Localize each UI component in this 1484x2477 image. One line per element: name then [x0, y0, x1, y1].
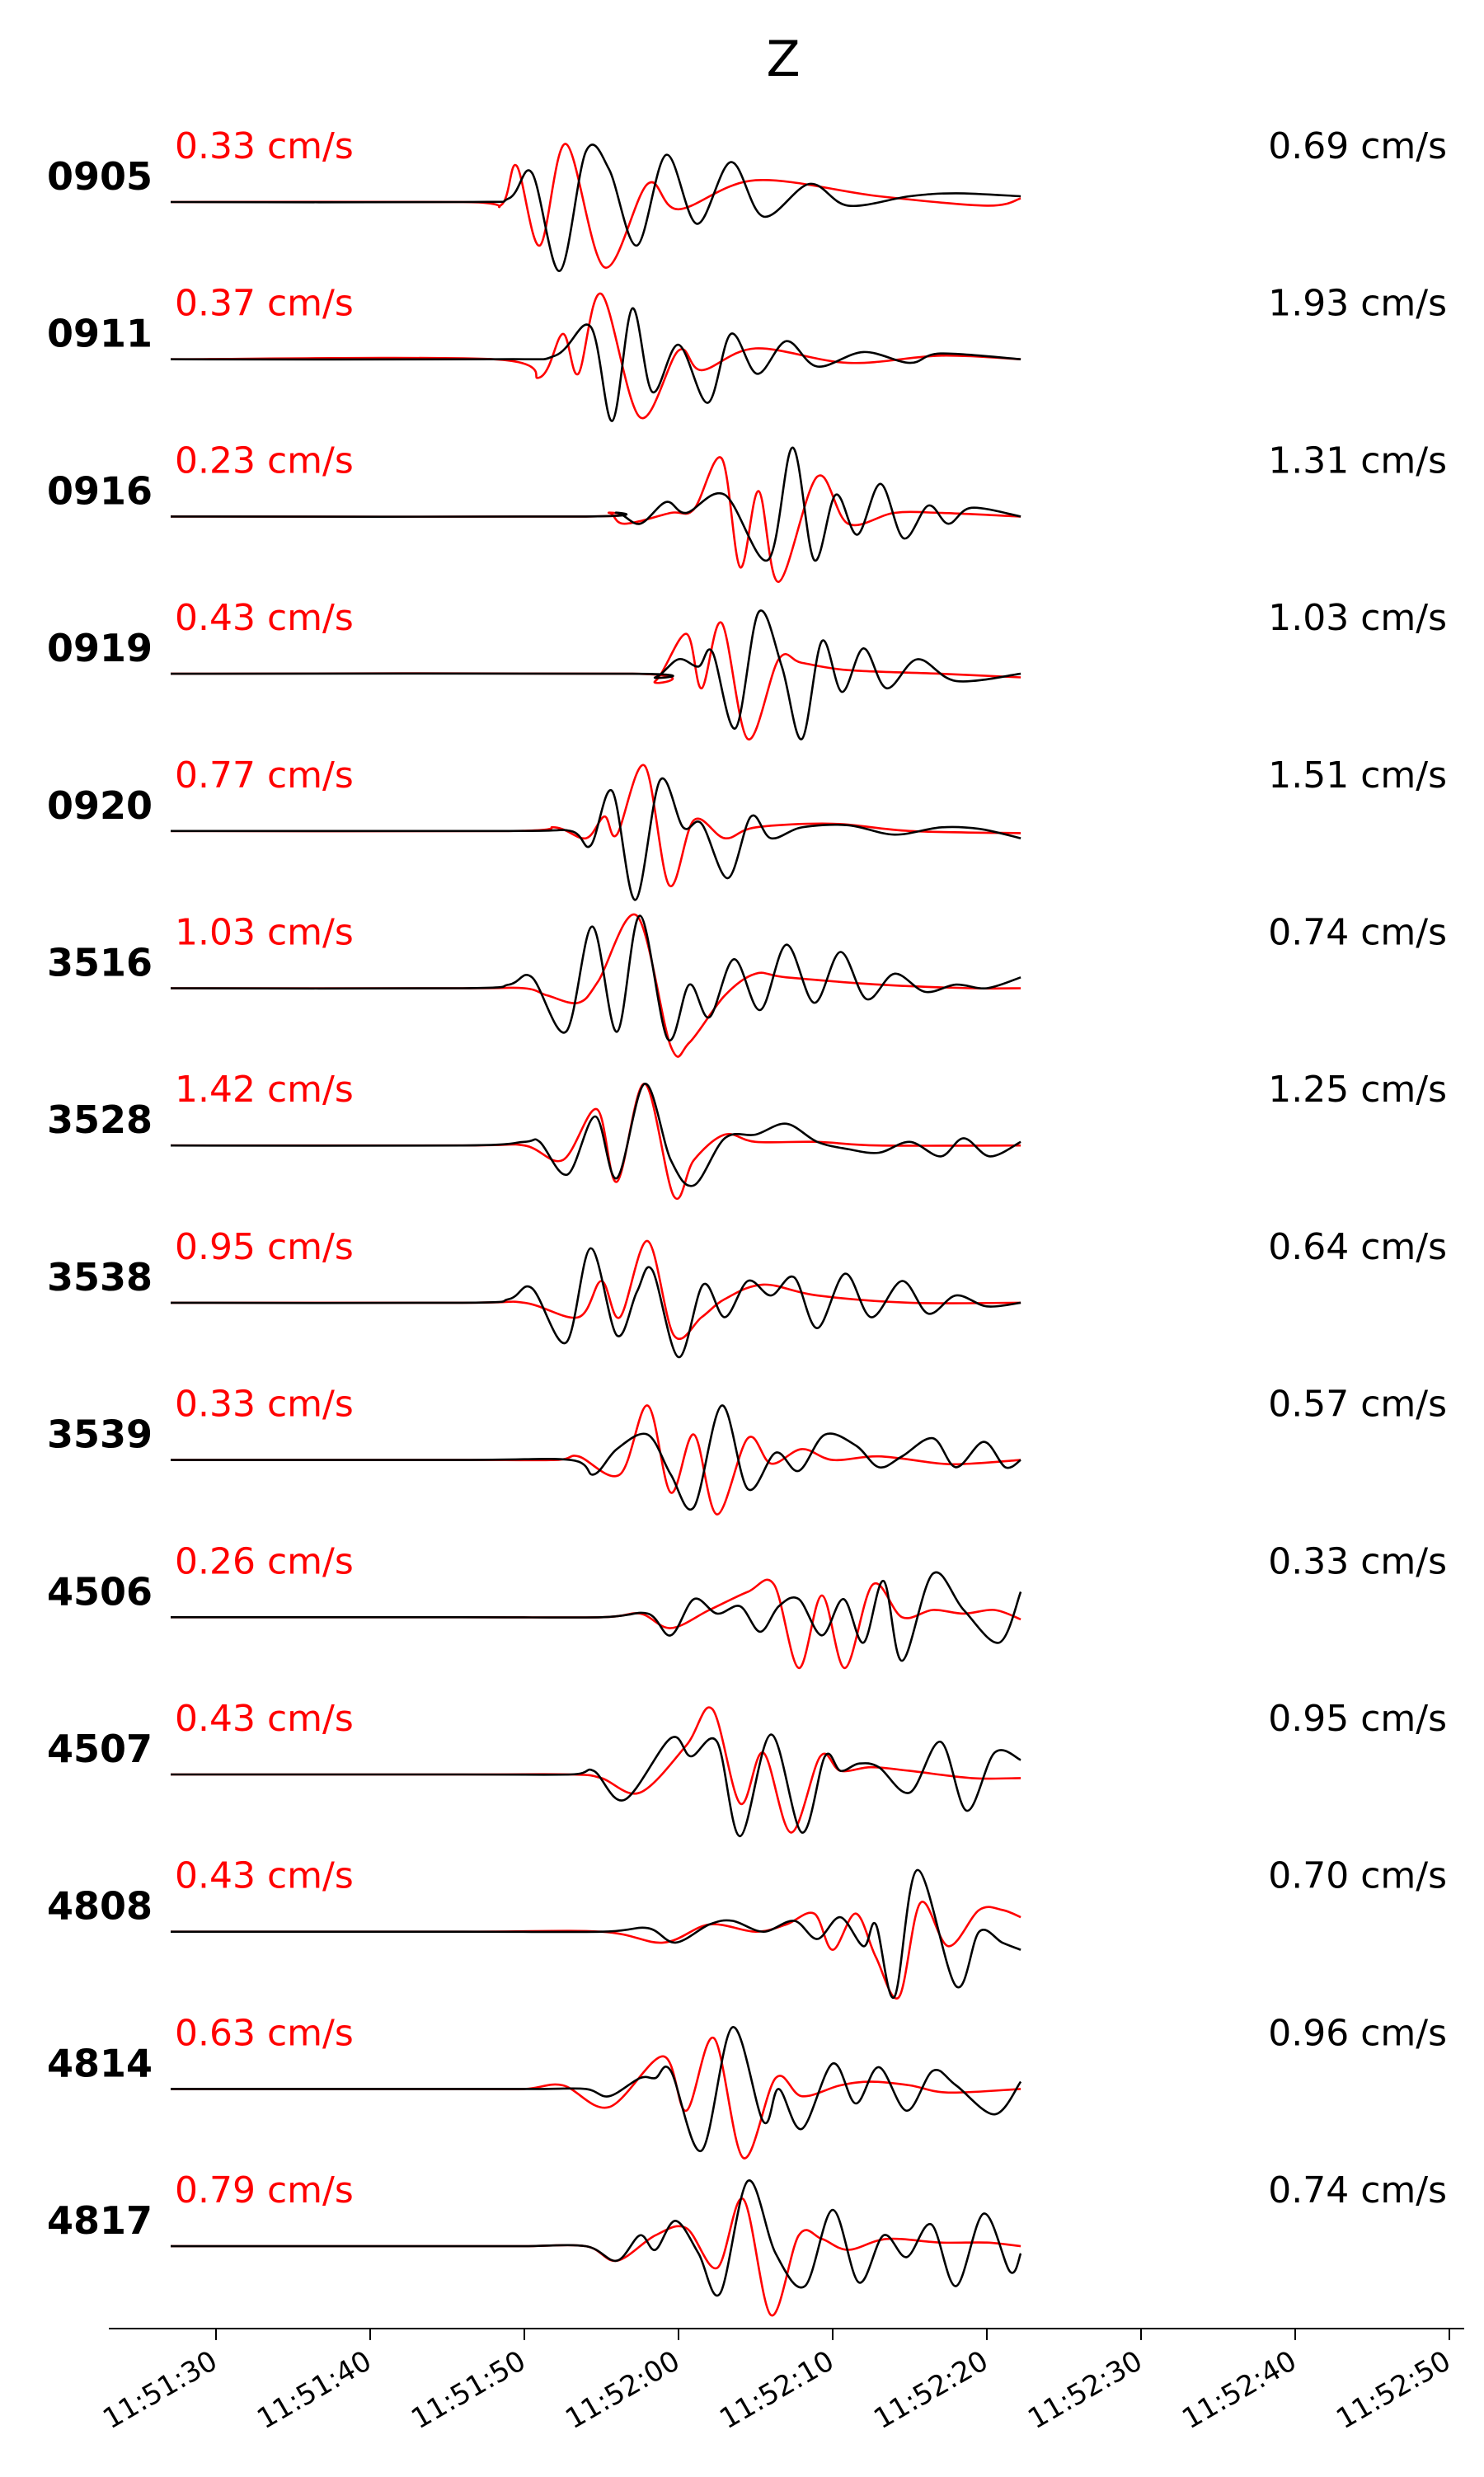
trace-group-0905: 0905 0.33 cm/s 0.69 cm/s: [47, 125, 1447, 272]
red-amplitude-label: 0.77 cm/s: [175, 754, 354, 797]
black-trace-line: [170, 446, 1021, 562]
station-label: 4817: [47, 2198, 153, 2243]
red-amplitude-label: 0.33 cm/s: [175, 1384, 354, 1426]
x-tick-label: 11:52:20: [868, 2344, 993, 2436]
station-label: 0920: [47, 783, 153, 828]
red-amplitude-label: 0.79 cm/s: [175, 2169, 354, 2211]
x-tick-label: 11:51:40: [251, 2344, 377, 2436]
x-tick-label: 11:52:50: [1331, 2344, 1456, 2436]
black-amplitude-label: 0.74 cm/s: [1268, 912, 1447, 954]
trace-group-3528: 3528 1.42 cm/s 1.25 cm/s: [47, 1069, 1447, 1200]
black-amplitude-label: 1.25 cm/s: [1268, 1069, 1447, 1111]
black-amplitude-label: 0.57 cm/s: [1268, 1384, 1447, 1426]
station-label: 3538: [47, 1255, 153, 1300]
black-trace-line: [170, 1247, 1021, 1359]
trace-group-4808: 4808 0.43 cm/s 0.70 cm/s: [47, 1855, 1447, 2000]
black-amplitude-label: 1.51 cm/s: [1268, 754, 1447, 797]
black-trace-line: [170, 609, 1021, 740]
trace-group-0916: 0916 0.23 cm/s 1.31 cm/s: [47, 439, 1447, 583]
black-amplitude-label: 1.03 cm/s: [1268, 597, 1447, 639]
red-trace-line: [171, 1239, 1021, 1341]
black-amplitude-label: 1.93 cm/s: [1268, 283, 1447, 325]
trace-group-0920: 0920 0.77 cm/s 1.51 cm/s: [47, 754, 1447, 901]
trace-group-0919: 0919 0.43 cm/s 1.03 cm/s: [47, 597, 1447, 740]
black-trace-line: [171, 2026, 1022, 2152]
station-label: 3539: [47, 1412, 153, 1457]
trace-group-4814: 4814 0.63 cm/s 0.96 cm/s: [47, 2012, 1447, 2160]
red-amplitude-label: 0.37 cm/s: [175, 283, 354, 325]
red-amplitude-label: 0.63 cm/s: [175, 2012, 354, 2054]
black-trace-line: [171, 2179, 1022, 2297]
station-label: 3528: [47, 1097, 153, 1142]
x-tick-label: 11:52:30: [1022, 2344, 1148, 2436]
station-label: 4814: [47, 2041, 153, 2085]
black-trace-line: [170, 1404, 1021, 1511]
black-trace-line: [170, 914, 1021, 1042]
traces-layer: 0905 0.33 cm/s 0.69 cm/s 0911 0.37 cm/s 1.93 …: [47, 125, 1447, 2317]
station-label: 0905: [47, 154, 153, 199]
black-amplitude-label: 0.64 cm/s: [1268, 1226, 1447, 1268]
trace-group-4506: 4506 0.26 cm/s 0.33 cm/s: [47, 1540, 1447, 1670]
black-amplitude-label: 0.74 cm/s: [1268, 2169, 1447, 2211]
trace-group-4817: 4817 0.79 cm/s 0.74 cm/s: [47, 2169, 1447, 2317]
black-amplitude-label: 0.33 cm/s: [1268, 1540, 1447, 1582]
trace-group-4507: 4507 0.43 cm/s 0.95 cm/s: [47, 1698, 1447, 1838]
red-trace-line: [170, 143, 1021, 269]
station-label: 0919: [47, 626, 153, 670]
x-tick-label: 11:51:50: [406, 2344, 531, 2436]
station-label: 4808: [47, 1884, 153, 1929]
black-amplitude-label: 0.96 cm/s: [1268, 2012, 1447, 2054]
black-trace-line: [170, 777, 1021, 901]
chart-title: Z: [766, 31, 800, 88]
black-trace-line: [171, 1733, 1021, 1838]
trace-group-0911: 0911 0.37 cm/s 1.93 cm/s: [47, 283, 1447, 422]
station-label: 3516: [47, 941, 153, 985]
red-trace-line: [171, 2037, 1021, 2160]
x-tick-label: 11:52:40: [1176, 2344, 1302, 2436]
red-amplitude-label: 1.03 cm/s: [175, 912, 354, 954]
trace-group-3516: 3516 1.03 cm/s 0.74 cm/s: [47, 912, 1447, 1058]
black-amplitude-label: 1.31 cm/s: [1268, 439, 1447, 482]
black-amplitude-label: 0.69 cm/s: [1268, 125, 1447, 167]
red-trace-line: [170, 621, 1021, 740]
black-trace-line: [170, 1868, 1021, 1999]
red-amplitude-label: 0.33 cm/s: [175, 125, 354, 167]
station-label: 0911: [47, 312, 153, 356]
black-trace-line: [170, 307, 1021, 422]
x-tick-label: 11:51:30: [97, 2344, 223, 2436]
station-label: 4507: [47, 1727, 153, 1771]
x-tick-label: 11:52:10: [714, 2344, 839, 2436]
x-axis: 11:51:30 11:51:40 11:51:50 11:52:00 11:52:10…: [97, 2328, 1464, 2436]
x-tick-label: 11:52:00: [560, 2344, 685, 2436]
black-trace-line: [171, 1571, 1022, 1662]
red-amplitude-label: 0.95 cm/s: [175, 1226, 354, 1268]
red-trace-line: [171, 2197, 1021, 2317]
black-trace-line: [170, 143, 1021, 272]
red-amplitude-label: 0.23 cm/s: [175, 439, 354, 482]
red-amplitude-label: 0.26 cm/s: [175, 1540, 354, 1582]
black-amplitude-label: 0.70 cm/s: [1268, 1855, 1447, 1897]
red-amplitude-label: 1.42 cm/s: [175, 1069, 354, 1111]
red-trace-line: [170, 1901, 1021, 2000]
station-label: 0916: [47, 468, 153, 513]
red-trace-line: [170, 293, 1021, 420]
red-amplitude-label: 0.43 cm/s: [175, 1698, 354, 1740]
red-amplitude-label: 0.43 cm/s: [175, 1855, 354, 1897]
black-trace-line: [170, 1083, 1021, 1187]
black-amplitude-label: 0.95 cm/s: [1268, 1698, 1447, 1740]
station-label: 4506: [47, 1569, 153, 1614]
red-amplitude-label: 0.43 cm/s: [175, 597, 354, 639]
trace-group-3538: 3538 0.95 cm/s 0.64 cm/s: [47, 1226, 1447, 1359]
trace-group-3539: 3539 0.33 cm/s 0.57 cm/s: [47, 1384, 1447, 1516]
